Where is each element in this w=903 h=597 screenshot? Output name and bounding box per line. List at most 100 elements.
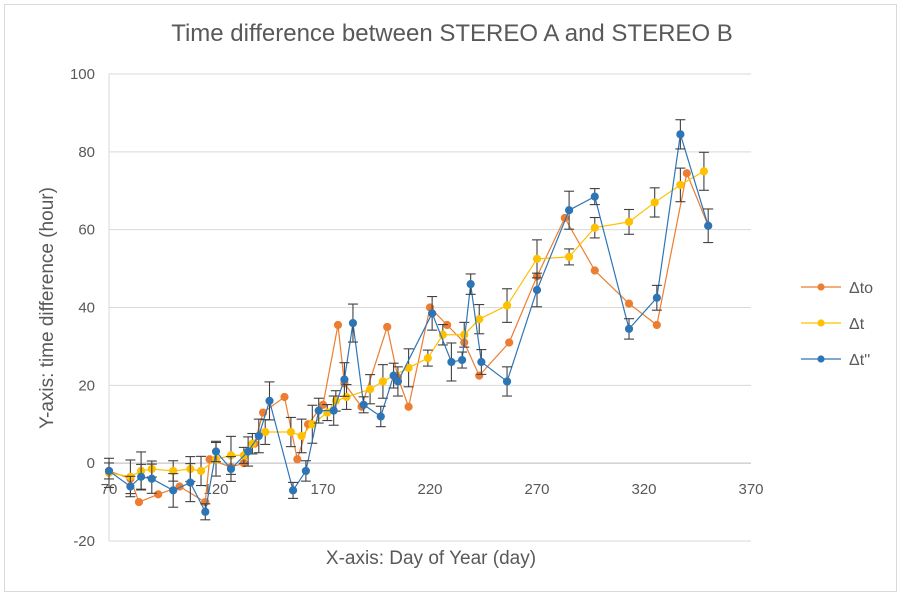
x-tick-label: 220 <box>417 481 442 498</box>
data-point <box>226 464 236 474</box>
data-point <box>265 396 274 405</box>
data-point <box>147 474 156 483</box>
data-point <box>134 497 144 507</box>
data-point <box>261 427 270 437</box>
series-1 <box>104 151 709 495</box>
y-tick-label: -20 <box>73 533 95 550</box>
data-point <box>154 490 163 499</box>
chart-svg: Time difference between STEREO A and STE… <box>37 20 873 569</box>
data-point <box>314 406 323 415</box>
data-point <box>297 431 306 441</box>
data-point <box>423 353 432 363</box>
data-point <box>340 375 349 384</box>
data-point <box>137 472 146 481</box>
series-layer <box>104 119 714 521</box>
chart-frame: Time difference between STEREO A and STE… <box>4 4 897 592</box>
data-point <box>590 266 599 275</box>
data-point <box>169 486 178 495</box>
y-tick-label: 0 <box>87 455 95 472</box>
data-point <box>699 167 709 176</box>
x-tick-label: 320 <box>631 481 656 498</box>
data-point <box>244 447 253 456</box>
x-tick-label: 270 <box>524 481 549 498</box>
data-point <box>254 431 263 441</box>
data-point <box>704 221 713 230</box>
x-tick-label: 370 <box>738 481 763 498</box>
data-point <box>624 324 634 334</box>
data-point <box>447 357 456 367</box>
data-point <box>650 198 659 207</box>
y-tick-label: 40 <box>78 300 95 317</box>
series-2 <box>104 119 714 521</box>
legend-label: Δt <box>849 316 865 333</box>
data-point <box>624 299 634 308</box>
data-point <box>126 482 135 491</box>
data-point <box>280 392 289 402</box>
series-line <box>108 134 709 514</box>
data-point <box>624 217 634 226</box>
y-tick-label: 100 <box>70 66 95 83</box>
legend-marker <box>817 355 825 363</box>
data-point <box>505 338 514 347</box>
legend-label: Δto <box>849 280 873 297</box>
data-point <box>428 309 437 318</box>
data-point <box>502 377 512 386</box>
legend: Δto Δt Δt'' <box>801 280 873 369</box>
x-tick-label: 70 <box>101 481 118 498</box>
data-point <box>590 192 599 201</box>
x-axis-title: X-axis: Day of Year (day) <box>326 548 536 569</box>
data-point <box>590 223 599 232</box>
data-point <box>186 478 195 487</box>
data-point <box>293 455 302 464</box>
data-point <box>393 377 402 386</box>
data-point <box>565 206 574 215</box>
series-0 <box>104 169 713 507</box>
data-point <box>532 254 542 263</box>
data-point <box>458 355 467 365</box>
data-point <box>301 466 310 476</box>
x-tick-label: 170 <box>310 481 335 498</box>
x-tick-labels: 70 120 170 220 270 320 370 <box>101 481 764 498</box>
y-tick-label: 20 <box>78 377 95 394</box>
data-point <box>348 318 358 328</box>
data-point <box>286 427 295 437</box>
data-point <box>502 301 512 310</box>
data-point <box>333 320 343 330</box>
data-point <box>365 385 375 394</box>
chart-title: Time difference between STEREO A and STE… <box>171 20 733 47</box>
data-point <box>676 130 685 139</box>
data-point <box>565 252 574 262</box>
legend-item: Δt'' <box>801 352 870 369</box>
data-point <box>477 357 486 367</box>
data-point <box>201 507 210 516</box>
y-tick-label: 80 <box>78 144 95 161</box>
y-tick-label: 60 <box>78 222 95 239</box>
data-point <box>376 412 385 421</box>
data-point <box>676 180 685 190</box>
y-tick-labels: -20 0 20 40 60 80 100 <box>70 66 95 550</box>
series-line <box>108 171 709 504</box>
data-point <box>211 447 221 456</box>
y-axis-title: Y-axis: time difference (hour) <box>37 187 58 429</box>
data-point <box>288 486 298 495</box>
data-point <box>378 377 388 386</box>
legend-label: Δt'' <box>849 352 870 369</box>
data-point <box>196 466 206 476</box>
data-point <box>682 169 691 178</box>
data-point <box>404 402 413 411</box>
data-point <box>652 293 661 302</box>
legend-marker <box>817 319 825 327</box>
data-point <box>389 371 398 380</box>
legend-item: Δto <box>801 280 873 297</box>
data-point <box>475 315 484 324</box>
data-point <box>532 285 542 295</box>
legend-marker <box>817 283 825 291</box>
data-point <box>359 400 368 409</box>
data-point <box>652 320 661 330</box>
data-point <box>466 280 475 289</box>
data-point <box>104 466 114 476</box>
data-point <box>329 406 338 415</box>
data-point <box>383 322 392 332</box>
series-line <box>108 170 705 478</box>
legend-item: Δt <box>801 316 865 333</box>
